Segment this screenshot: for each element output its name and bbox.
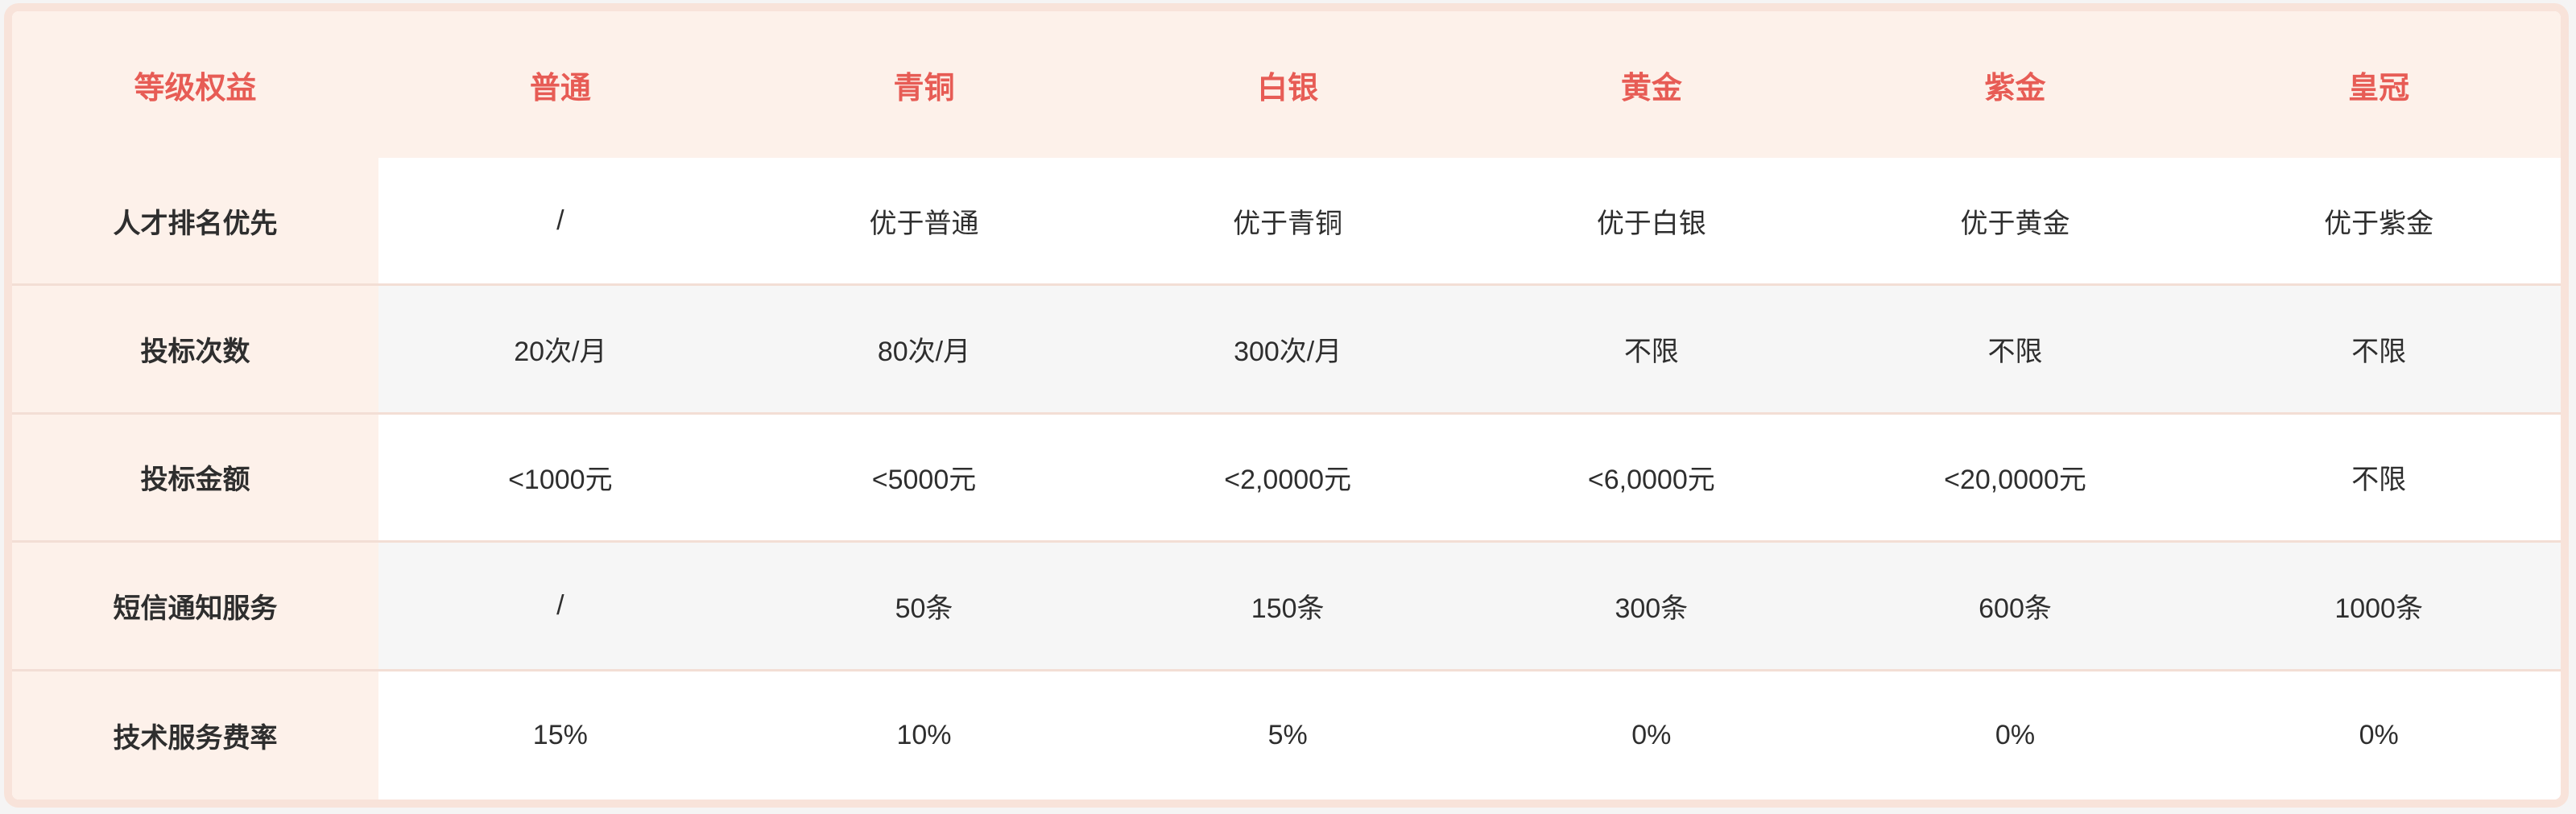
benefit-value-cell: <2,0000元 xyxy=(1106,414,1470,543)
benefits-column-header: 等级权益 xyxy=(12,11,378,158)
benefit-value-cell: 15% xyxy=(378,671,742,800)
benefit-value-cell: 优于青铜 xyxy=(1106,158,1470,287)
tier-header-crown: 皇冠 xyxy=(2197,11,2561,158)
benefit-value-cell: 不限 xyxy=(1833,286,2198,415)
tier-header-bronze: 青铜 xyxy=(742,11,1106,158)
tier-header-purple-gold: 紫金 xyxy=(1833,11,2198,158)
row-label-talent-ranking: 人才排名优先 xyxy=(12,158,378,287)
benefit-value-cell: <20,0000元 xyxy=(1833,414,2198,543)
benefit-value-cell: <5000元 xyxy=(742,414,1106,543)
benefit-value-cell: 20次/月 xyxy=(378,286,742,415)
benefit-value-cell: 优于白银 xyxy=(1469,158,1834,287)
benefit-value-cell: 1000条 xyxy=(2197,543,2561,671)
tier-header-silver: 白银 xyxy=(1106,11,1470,158)
benefit-value-cell: 80次/月 xyxy=(742,286,1106,415)
benefit-value-cell: 优于普通 xyxy=(742,158,1106,287)
benefit-value-cell: <1000元 xyxy=(378,414,742,543)
benefit-value-cell: 0% xyxy=(2197,671,2561,800)
benefit-value-cell: 不限 xyxy=(2197,414,2561,543)
benefit-value-cell: 300条 xyxy=(1469,543,1834,671)
benefit-value-cell: 150条 xyxy=(1106,543,1470,671)
tier-header-gold: 黄金 xyxy=(1469,11,1834,158)
benefit-value-cell: 优于紫金 xyxy=(2197,158,2561,287)
benefit-value-cell: 优于黄金 xyxy=(1833,158,2198,287)
row-label-bid-amount: 投标金额 xyxy=(12,414,378,543)
benefit-value-cell: 0% xyxy=(1833,671,2198,800)
membership-benefits-card: 等级权益 普通 青铜 白银 黄金 紫金 皇冠 人才排名优先 / 优于普通 优于青… xyxy=(4,3,2569,808)
benefit-value-cell: 300次/月 xyxy=(1106,286,1470,415)
benefits-table: 等级权益 普通 青铜 白银 黄金 紫金 皇冠 人才排名优先 / 优于普通 优于青… xyxy=(12,11,2561,800)
benefit-value-cell: 600条 xyxy=(1833,543,2198,671)
row-label-sms-service: 短信通知服务 xyxy=(12,543,378,671)
benefit-value-cell: 不限 xyxy=(1469,286,1834,415)
benefit-value-cell: 10% xyxy=(742,671,1106,800)
benefit-value-cell: 50条 xyxy=(742,543,1106,671)
benefit-value-cell: <6,0000元 xyxy=(1469,414,1834,543)
row-label-bid-count: 投标次数 xyxy=(12,286,378,415)
benefit-value-cell: / xyxy=(378,158,742,287)
benefit-value-cell: 5% xyxy=(1106,671,1470,800)
benefit-value-cell: / xyxy=(378,543,742,671)
benefit-value-cell: 0% xyxy=(1469,671,1834,800)
row-label-service-fee-rate: 技术服务费率 xyxy=(12,671,378,800)
tier-header-normal: 普通 xyxy=(378,11,742,158)
benefit-value-cell: 不限 xyxy=(2197,286,2561,415)
